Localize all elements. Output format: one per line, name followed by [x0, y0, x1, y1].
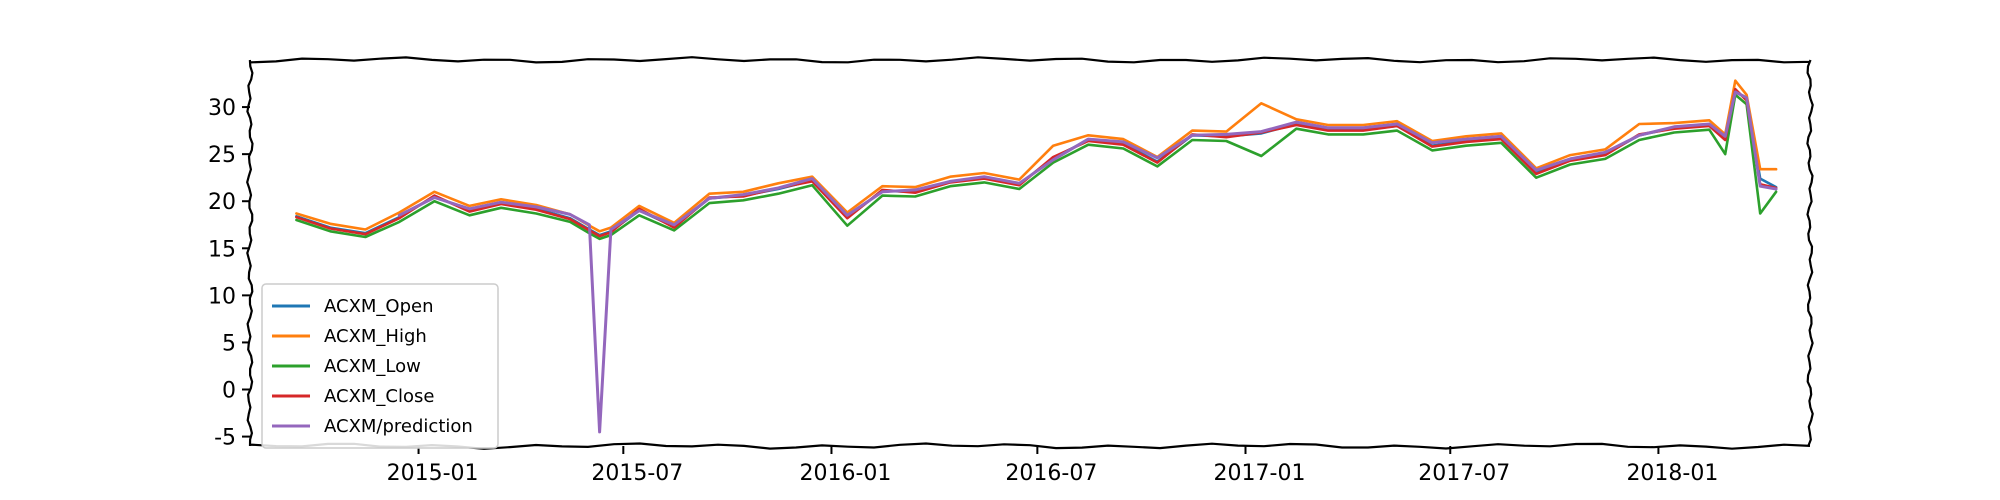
y-tick-label: 20	[208, 190, 236, 215]
y-tick-label: 5	[222, 331, 236, 356]
y-tick-label: 0	[222, 379, 236, 404]
plot-frame	[246, 56, 1814, 450]
series-layer	[295, 79, 1778, 434]
x-tick-label: 2016-01	[800, 461, 892, 486]
legend-label: ACXM/prediction	[324, 416, 473, 437]
x-tick-label: 2018-01	[1626, 461, 1718, 486]
legend-label: ACXM_Open	[324, 296, 434, 317]
series-line-acxm-close	[295, 87, 1778, 238]
legend: ACXM_Open ACXM_High ACXM_Low ACXM_Close ACXM…	[261, 283, 499, 449]
x-axis: 2015-01 2015-07 2016-01 2016-07 2017-01 2017-…	[387, 446, 1718, 486]
y-axis: -5 0 5 10 15 20 25 30	[208, 96, 250, 451]
legend-box	[261, 283, 499, 449]
y-tick-label: 25	[208, 143, 236, 168]
x-tick-label: 2017-01	[1214, 461, 1306, 486]
y-tick-label: 30	[208, 96, 236, 121]
y-tick-label: 10	[208, 284, 236, 309]
legend-label: ACXM_Close	[324, 386, 434, 407]
series-line-acxm-high	[295, 79, 1778, 233]
x-tick-label: 2017-07	[1418, 461, 1510, 486]
y-tick-label: 15	[208, 237, 236, 262]
x-tick-label: 2015-07	[591, 461, 683, 486]
legend-label: ACXM_Low	[324, 356, 421, 377]
y-tick-label: -5	[214, 426, 236, 451]
x-tick-label: 2015-01	[387, 461, 479, 486]
legend-label: ACXM_High	[324, 326, 427, 347]
series-line-acxm-low	[295, 93, 1778, 241]
x-tick-label: 2016-07	[1005, 461, 1097, 486]
series-line-acxm-prediction	[397, 90, 1778, 434]
